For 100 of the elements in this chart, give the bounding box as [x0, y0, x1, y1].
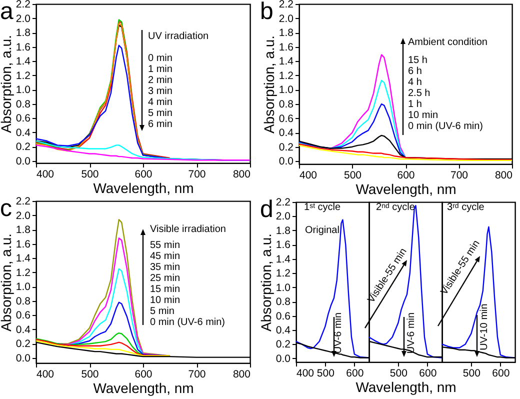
y-tick-label: 1.2: [16, 266, 31, 279]
x-tick-label: 600: [419, 368, 437, 380]
annotation: 6 h: [408, 66, 422, 77]
y-tick-label: 2.2: [16, 0, 31, 10]
chart-title: c: [0, 195, 12, 222]
y-tick-label: 1.4: [278, 56, 294, 68]
x-tick-label: 600: [397, 170, 415, 182]
y-tick-label: 1.0: [278, 84, 294, 96]
x-tick-label: 500: [344, 170, 362, 182]
annotation: 0 min: [148, 53, 172, 64]
y-tick-label: 0.6: [16, 310, 31, 322]
y-tick-label: 1.4: [16, 252, 31, 265]
y-tick-label: 0.8: [16, 98, 31, 110]
y-tick-label: 1.6: [278, 41, 294, 54]
y-axis-title: Absorption, a.u.: [258, 233, 274, 332]
annotation: UV irradiation: [148, 31, 209, 42]
y-tick-label: 1.0: [16, 281, 31, 294]
annotation: 6 min: [148, 119, 172, 130]
x-tick-label: 800: [232, 368, 251, 380]
chart-title: a: [0, 0, 14, 25]
y-tick-label: 1.8: [276, 224, 291, 237]
annotation: 2 min: [148, 75, 172, 86]
x-tick-label: 400: [36, 168, 54, 180]
y-tick-label: 1.4: [16, 56, 31, 68]
y-tick-label: 1.8: [16, 27, 31, 40]
y-tick-label: 0.6: [278, 112, 294, 125]
y-tick-label: 0.8: [16, 295, 31, 308]
x-axis-title: Wavelength, nm: [356, 379, 456, 395]
y-axis-title: Absorption, a.u.: [0, 233, 14, 332]
x-tick-label: 700: [188, 168, 206, 180]
y-tick-label: 1.6: [276, 239, 291, 252]
y-tick-label: 0.8: [278, 98, 294, 110]
annotation: 4 min: [148, 97, 172, 108]
x-tick-label: 500: [316, 368, 335, 380]
y-tick-label: 0.0: [16, 155, 31, 168]
line-series: [36, 144, 250, 161]
y-tick-label: 1.2: [276, 268, 291, 280]
x-axis-title: Wavelength, nm: [93, 380, 194, 396]
annotation: 15 h: [408, 55, 428, 66]
annotation: 0 min (UV-6 min): [150, 317, 226, 328]
y-tick-label: 0.2: [278, 141, 294, 154]
annotation: 2.5 h: [408, 88, 430, 99]
annotation: 5 min: [150, 306, 174, 317]
annotation: 55 min: [150, 240, 180, 251]
x-tick-label: 500: [462, 368, 481, 380]
y-tick-label: 2.2: [16, 196, 31, 208]
y-tick-label: 0.4: [16, 126, 31, 139]
y-tick-label: 0.4: [278, 127, 294, 140]
x-tick-label: 500: [81, 168, 99, 180]
y-axis-title: Absorption, a.u.: [260, 35, 277, 134]
y-tick-label: 1.0: [276, 282, 291, 294]
annotation: 1 min: [148, 64, 172, 75]
y-tick-label: 1.6: [16, 238, 31, 250]
y-tick-label: 0.2: [16, 141, 31, 154]
x-tick-label: 400: [36, 368, 54, 380]
y-tick-label: 0.6: [16, 112, 31, 125]
annotation: Visible irradiation: [150, 224, 226, 235]
x-tick-label: 800: [494, 170, 513, 182]
x-tick-label: 500: [81, 368, 99, 380]
y-tick-label: 0.2: [16, 338, 31, 350]
y-tick-label: 0.4: [16, 324, 31, 336]
y-tick-label: 2.2: [278, 0, 294, 10]
chart-title: d: [260, 196, 274, 223]
y-tick-label: 2.2: [276, 196, 291, 208]
annotation: 45 min: [150, 251, 180, 262]
annotation: 4 h: [408, 77, 422, 88]
x-tick-label: 600: [134, 168, 152, 180]
x-tick-label: 600: [134, 368, 152, 380]
x-tick-label: 600: [492, 368, 510, 380]
annotation: 2$^{nd}$ cycle: [376, 202, 415, 213]
x-tick-label: 700: [188, 368, 206, 380]
annotation: 10 min: [150, 295, 180, 306]
x-tick-label: 400: [296, 368, 314, 380]
annotation: 3$^{rd}$ cycle: [447, 202, 484, 213]
annotation: 5 min: [148, 108, 172, 119]
annotation: UV-10 min: [479, 304, 490, 350]
annotation: UV-6 min: [406, 312, 417, 354]
x-tick-label: 700: [450, 170, 468, 182]
annotation: 35 min: [150, 262, 180, 273]
annotation: Original: [305, 225, 340, 236]
annotation: Ambient condition: [408, 37, 488, 48]
y-tick-label: 1.4: [276, 253, 291, 266]
y-tick-label: 0.8: [276, 296, 291, 308]
x-tick-label: 600: [346, 368, 364, 380]
annotation: 10 min: [408, 110, 438, 121]
y-tick-label: 0.4: [276, 324, 291, 336]
annotation: 25 min: [150, 273, 180, 284]
y-tick-label: 1.0: [16, 84, 31, 96]
y-tick-label: 0.0: [16, 352, 31, 365]
y-tick-label: 2.0: [278, 12, 294, 25]
x-axis-title: Wavelength, nm: [356, 181, 456, 197]
y-tick-label: 2.0: [276, 210, 291, 223]
y-tick-label: 1.2: [16, 70, 31, 82]
y-tick-label: 1.8: [16, 224, 31, 236]
y-tick-label: 1.2: [278, 70, 294, 82]
annotation: 15 min: [150, 284, 180, 295]
y-tick-label: 0.0: [276, 352, 291, 365]
y-tick-label: 2.0: [16, 12, 31, 25]
y-tick-label: 0.6: [276, 310, 291, 322]
annotation: 3 min: [148, 86, 172, 97]
